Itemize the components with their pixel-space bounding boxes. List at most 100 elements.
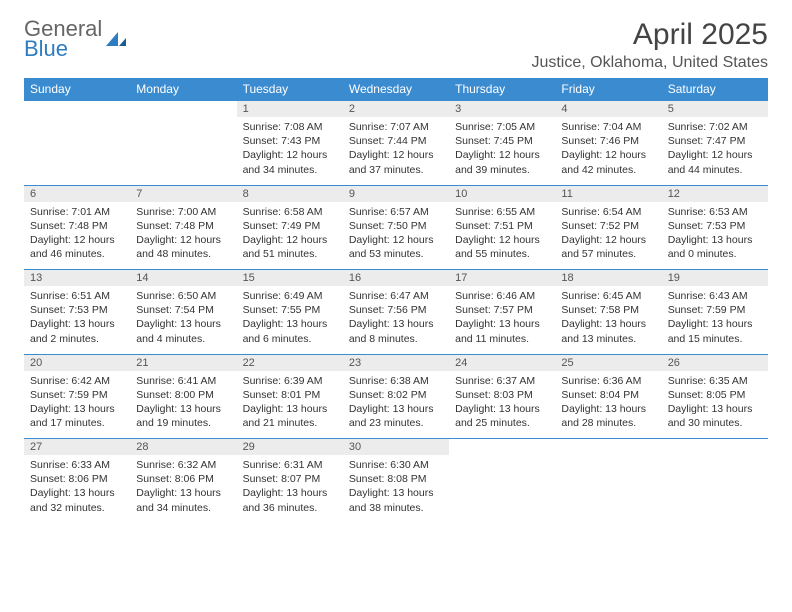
day-number-cell [662, 439, 768, 456]
daylight-line: Daylight: 13 hours and 28 minutes. [561, 402, 655, 430]
day-number-cell: 15 [237, 270, 343, 287]
daylight-line: Daylight: 13 hours and 4 minutes. [136, 317, 230, 345]
day-number-cell: 23 [343, 354, 449, 371]
sunset-line: Sunset: 7:43 PM [243, 134, 337, 148]
day-number-cell [555, 439, 661, 456]
day-body-cell: Sunrise: 6:46 AMSunset: 7:57 PMDaylight:… [449, 286, 555, 354]
sunrise-line: Sunrise: 6:32 AM [136, 458, 230, 472]
sunrise-line: Sunrise: 6:49 AM [243, 289, 337, 303]
weekday-header-row: SundayMondayTuesdayWednesdayThursdayFrid… [24, 78, 768, 101]
day-body-cell: Sunrise: 6:35 AMSunset: 8:05 PMDaylight:… [662, 371, 768, 439]
day-number-cell [24, 101, 130, 118]
day-body-row: Sunrise: 7:08 AMSunset: 7:43 PMDaylight:… [24, 117, 768, 185]
sunrise-line: Sunrise: 6:41 AM [136, 374, 230, 388]
day-number-cell: 13 [24, 270, 130, 287]
daylight-line: Daylight: 13 hours and 8 minutes. [349, 317, 443, 345]
weekday-header: Wednesday [343, 78, 449, 101]
daylight-line: Daylight: 13 hours and 23 minutes. [349, 402, 443, 430]
day-number-row: 12345 [24, 101, 768, 118]
day-number-cell: 30 [343, 439, 449, 456]
sunrise-line: Sunrise: 6:36 AM [561, 374, 655, 388]
day-number-cell: 16 [343, 270, 449, 287]
day-number-cell: 11 [555, 185, 661, 202]
day-number-cell: 2 [343, 101, 449, 118]
day-body-cell: Sunrise: 6:45 AMSunset: 7:58 PMDaylight:… [555, 286, 661, 354]
sunrise-line: Sunrise: 7:04 AM [561, 120, 655, 134]
sunset-line: Sunset: 7:59 PM [30, 388, 124, 402]
sunset-line: Sunset: 8:04 PM [561, 388, 655, 402]
daylight-line: Daylight: 12 hours and 39 minutes. [455, 148, 549, 176]
day-body-cell: Sunrise: 7:02 AMSunset: 7:47 PMDaylight:… [662, 117, 768, 185]
sunrise-line: Sunrise: 7:05 AM [455, 120, 549, 134]
daylight-line: Daylight: 13 hours and 13 minutes. [561, 317, 655, 345]
day-number-cell: 6 [24, 185, 130, 202]
sunrise-line: Sunrise: 7:02 AM [668, 120, 762, 134]
day-body-cell: Sunrise: 6:51 AMSunset: 7:53 PMDaylight:… [24, 286, 130, 354]
weekday-header: Tuesday [237, 78, 343, 101]
day-number-cell: 3 [449, 101, 555, 118]
day-number-cell: 28 [130, 439, 236, 456]
day-number-cell: 5 [662, 101, 768, 118]
day-body-cell: Sunrise: 6:33 AMSunset: 8:06 PMDaylight:… [24, 455, 130, 523]
day-body-row: Sunrise: 7:01 AMSunset: 7:48 PM Daylight:… [24, 202, 768, 270]
day-number-cell: 18 [555, 270, 661, 287]
day-body-cell: Sunrise: 6:41 AMSunset: 8:00 PMDaylight:… [130, 371, 236, 439]
sunset-line: Sunset: 7:48 PM [30, 219, 124, 233]
sunset-line: Sunset: 7:57 PM [455, 303, 549, 317]
weekday-header: Friday [555, 78, 661, 101]
day-body-cell: Sunrise: 7:00 AMSunset: 7:48 PMDaylight:… [130, 202, 236, 270]
sunrise-line: Sunrise: 6:42 AM [30, 374, 124, 388]
daylight-line: Daylight: 12 hours and 48 minutes. [136, 233, 230, 261]
sunset-line: Sunset: 7:47 PM [668, 134, 762, 148]
weekday-header: Thursday [449, 78, 555, 101]
sunrise-line: Sunrise: 6:43 AM [668, 289, 762, 303]
day-number-cell: 14 [130, 270, 236, 287]
day-body-cell [555, 455, 661, 523]
sunset-line: Sunset: 7:50 PM [349, 219, 443, 233]
daylight-line: Daylight: 13 hours and 36 minutes. [243, 486, 337, 514]
day-body-cell: Sunrise: 6:43 AMSunset: 7:59 PMDaylight:… [662, 286, 768, 354]
day-number-cell: 7 [130, 185, 236, 202]
sunrise-line: Sunrise: 6:47 AM [349, 289, 443, 303]
day-body-cell: Sunrise: 6:37 AMSunset: 8:03 PMDaylight:… [449, 371, 555, 439]
day-number-cell: 12 [662, 185, 768, 202]
day-body-cell: Sunrise: 7:08 AMSunset: 7:43 PMDaylight:… [237, 117, 343, 185]
sunrise-line: Sunrise: 6:57 AM [349, 205, 443, 219]
sunrise-line: Sunrise: 7:01 AM [30, 205, 124, 219]
sunrise-line: Sunrise: 6:30 AM [349, 458, 443, 472]
day-body-cell: Sunrise: 7:05 AMSunset: 7:45 PMDaylight:… [449, 117, 555, 185]
day-body-cell: Sunrise: 7:01 AMSunset: 7:48 PMDaylight:… [24, 202, 130, 270]
day-number-cell [130, 101, 236, 118]
day-body-cell [24, 117, 130, 185]
sunrise-line: Sunrise: 6:37 AM [455, 374, 549, 388]
day-body-cell: Sunrise: 6:31 AMSunset: 8:07 PMDaylight:… [237, 455, 343, 523]
weekday-header: Saturday [662, 78, 768, 101]
daylight-line: Daylight: 13 hours and 38 minutes. [349, 486, 443, 514]
sunset-line: Sunset: 8:00 PM [136, 388, 230, 402]
daylight-line: Daylight: 13 hours and 21 minutes. [243, 402, 337, 430]
sunset-line: Sunset: 8:06 PM [136, 472, 230, 486]
day-number-cell: 10 [449, 185, 555, 202]
daylight-line: Daylight: 13 hours and 17 minutes. [30, 402, 124, 430]
daylight-line: Daylight: 12 hours and 53 minutes. [349, 233, 443, 261]
location: Justice, Oklahoma, United States [531, 54, 768, 72]
sunrise-line: Sunrise: 6:51 AM [30, 289, 124, 303]
sunset-line: Sunset: 7:54 PM [136, 303, 230, 317]
day-number-cell: 9 [343, 185, 449, 202]
brand-logo: General Blue [24, 18, 128, 60]
day-body-cell: Sunrise: 6:53 AMSunset: 7:53 PMDaylight:… [662, 202, 768, 270]
day-body-cell: Sunrise: 6:36 AMSunset: 8:04 PMDaylight:… [555, 371, 661, 439]
day-body-cell: Sunrise: 6:30 AMSunset: 8:08 PMDaylight:… [343, 455, 449, 523]
day-body-cell: Sunrise: 6:38 AMSunset: 8:02 PMDaylight:… [343, 371, 449, 439]
sunset-line: Sunset: 7:55 PM [243, 303, 337, 317]
sunset-line: Sunset: 7:51 PM [455, 219, 549, 233]
sunrise-line: Sunrise: 6:33 AM [30, 458, 124, 472]
sunrise-line: Sunrise: 6:45 AM [561, 289, 655, 303]
sunrise-line: Sunrise: 6:39 AM [243, 374, 337, 388]
day-body-cell: Sunrise: 6:55 AMSunset: 7:51 PMDaylight:… [449, 202, 555, 270]
day-body-cell: Sunrise: 6:42 AMSunset: 7:59 PMDaylight:… [24, 371, 130, 439]
day-number-row: 13141516171819 [24, 270, 768, 287]
sunset-line: Sunset: 7:45 PM [455, 134, 549, 148]
daylight-line: Daylight: 13 hours and 19 minutes. [136, 402, 230, 430]
sunset-line: Sunset: 8:08 PM [349, 472, 443, 486]
